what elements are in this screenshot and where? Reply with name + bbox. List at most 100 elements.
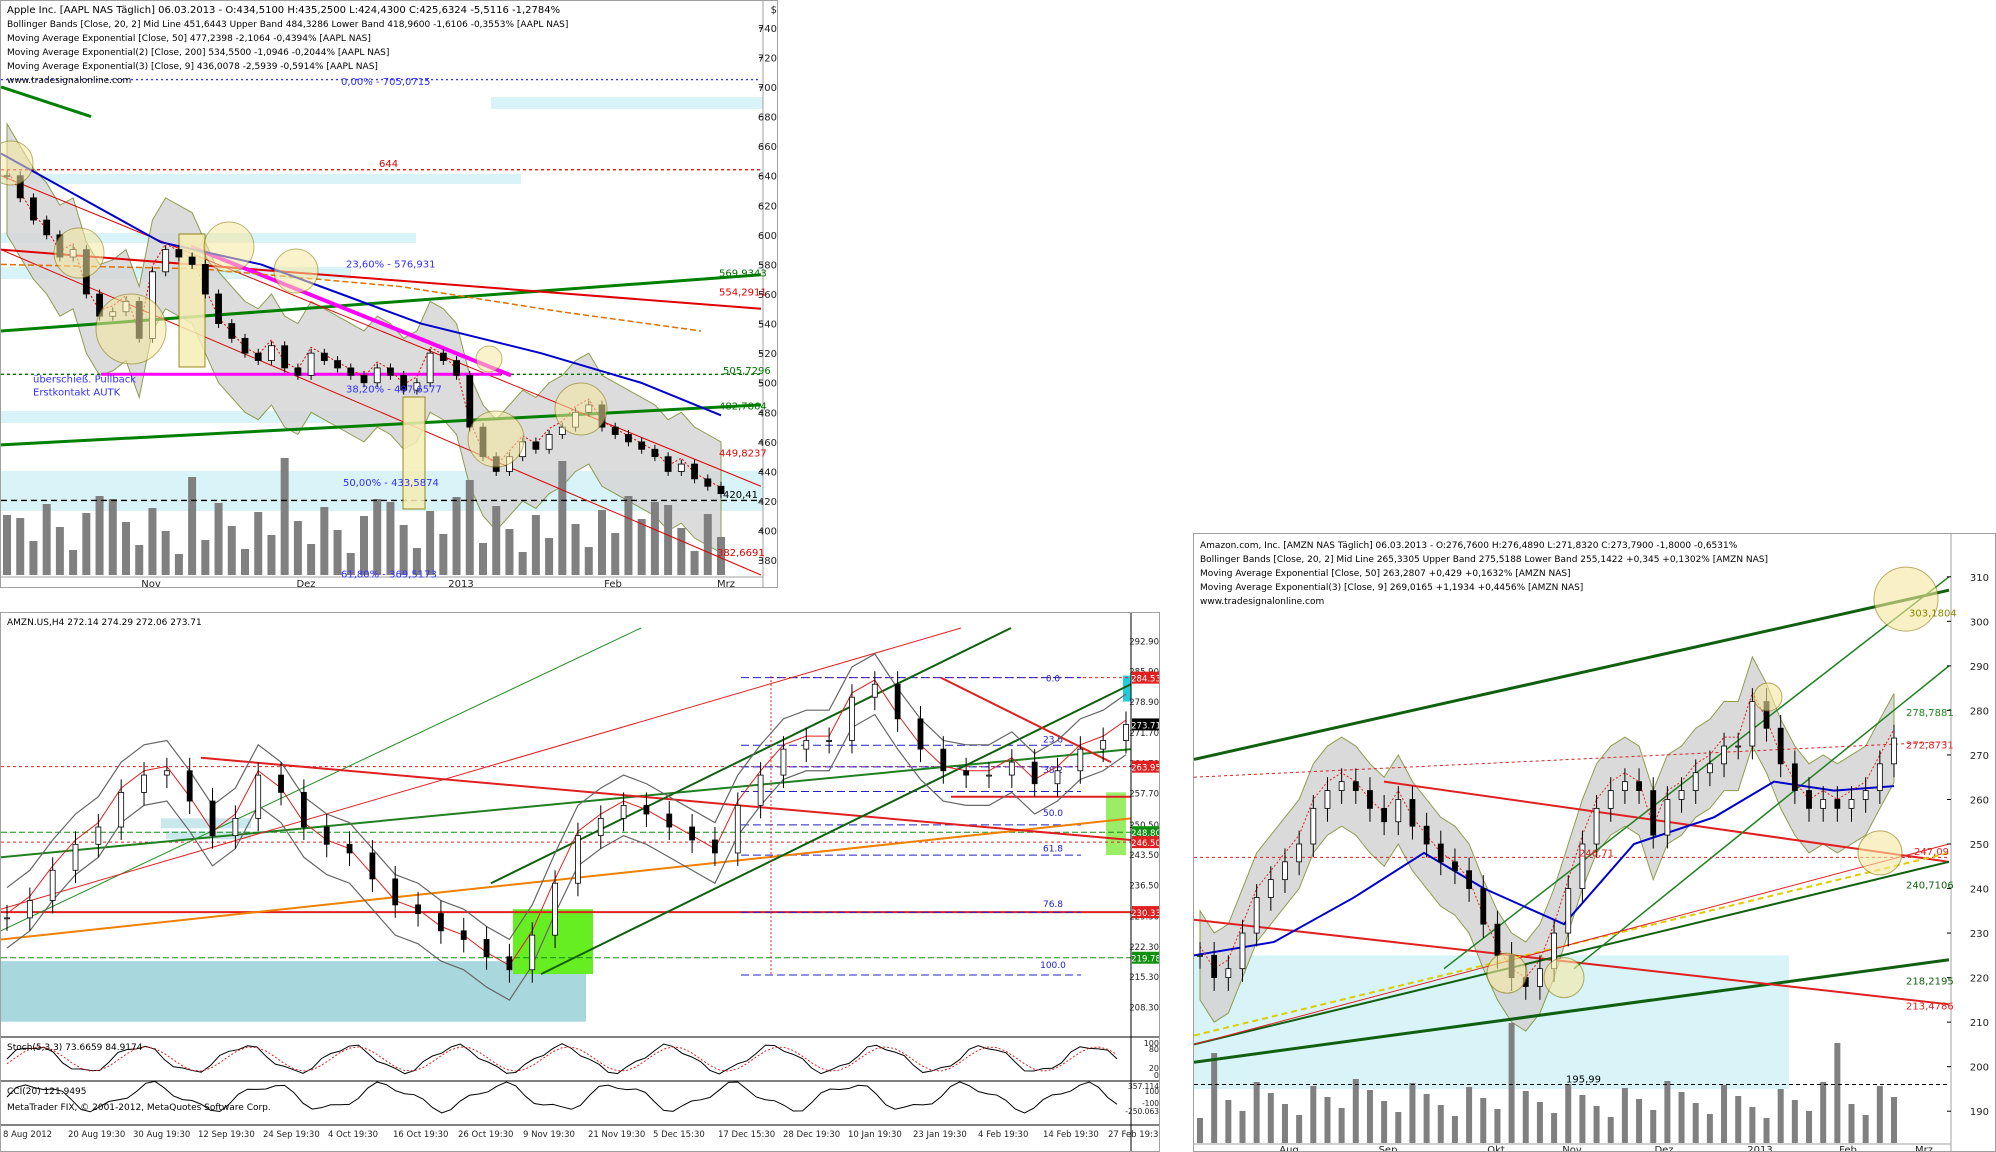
mt4-fib-label: 23.6 — [1043, 735, 1063, 745]
mt4-price-tag — [1132, 906, 1159, 919]
mt4-price-tag-label: 246.50 — [1131, 839, 1160, 849]
amzn-ytick-label: 230 — [1970, 929, 1989, 940]
amzn-candle — [1834, 799, 1841, 809]
amzn-candle — [1721, 745, 1727, 765]
amzn-candle — [1409, 799, 1416, 827]
mt4-candle — [1123, 724, 1129, 741]
aapl-highlight-box — [178, 233, 206, 368]
mt4-cci-tick: 100 — [1145, 1087, 1160, 1096]
mt4-red-short-trendline — [940, 676, 1112, 764]
mt4-chart-panel[interactable]: 0.023.638.250.061.876.8100.0292.90285.90… — [0, 612, 1160, 1152]
amzn-volume-bar — [1494, 1109, 1501, 1143]
aapl-highlight-circle — [273, 248, 319, 294]
aapl-candle — [175, 249, 183, 258]
aapl-candle — [294, 367, 302, 376]
mt4-ytick-label: 271.70 — [1129, 729, 1159, 739]
mt4-ytick-label: 257.70 — [1129, 790, 1159, 800]
aapl-legend-ema9: Moving Average Exponential(3) [Close, 9]… — [7, 62, 378, 72]
amzn-candle — [1239, 932, 1246, 970]
amzn-candle — [1338, 781, 1345, 791]
amzn-volume-bar — [1862, 1115, 1869, 1143]
amzn-xtick-label: Aug — [1279, 1145, 1299, 1152]
aapl-candle — [254, 352, 262, 361]
mt4-candle — [346, 843, 353, 854]
aapl-candle — [677, 463, 685, 472]
mt4-candle — [506, 956, 513, 971]
aapl-ytick-label: 620 — [758, 201, 777, 212]
amzn-candle — [1891, 737, 1897, 765]
amzn-highlight-circle — [1873, 566, 1939, 632]
mt4-price-tag-label: 219.78 — [1131, 955, 1160, 965]
mt4-xtick-label: 12 Sep 19:30 — [198, 1130, 255, 1140]
amzn-candle — [1621, 781, 1628, 791]
mt4-candle — [300, 791, 307, 828]
mt4-fib-label: 76.8 — [1043, 900, 1063, 910]
aapl-candle — [611, 426, 619, 435]
amzn-chart-svg: 310 300 290 280 270 260 250 240 230 220 210 200 190 A… — [1194, 534, 1995, 1152]
amzn-volume-bar — [1777, 1089, 1784, 1143]
amzn-green-upper — [1194, 588, 1950, 761]
aapl-volume-bar — [505, 529, 514, 575]
amzn-bollinger-band — [1199, 655, 1895, 1032]
mt4-candle — [575, 835, 581, 884]
aapl-candle — [373, 367, 381, 384]
amzn-candle — [1381, 807, 1388, 823]
mt4-price-tag — [1132, 826, 1159, 839]
amzn-volume-bar — [1834, 1043, 1841, 1143]
amzn-xtick-label: Sep — [1379, 1145, 1398, 1152]
mt4-candle — [871, 683, 878, 698]
amzn-ytick-label: 310 — [1970, 573, 1989, 584]
amzn-candle — [1296, 843, 1303, 863]
aapl-volume-bar — [254, 512, 263, 575]
mt4-cci-tick: 357.114 — [1128, 1082, 1159, 1091]
aapl-volume-bar — [188, 477, 197, 575]
amzn-candle — [1197, 954, 1203, 957]
mt4-xtick-label: 30 Aug 19:30 — [133, 1130, 190, 1140]
aapl-volume-bar — [29, 541, 38, 575]
aapl-volume-bar — [241, 549, 249, 575]
aapl-legend-bollinger: Bollinger Bands [Close, 20, 2] Mid Line … — [7, 20, 568, 30]
aapl-watermark: www.tradesignalonline.com — [7, 76, 131, 86]
aapl-volume-bar — [135, 545, 144, 575]
amzn-chart-panel[interactable]: 310 300 290 280 270 260 250 240 230 220 210 200 190 A… — [1193, 533, 1996, 1152]
mt4-stoch-tick: 20 — [1149, 1064, 1159, 1073]
aapl-legend-ema200: Moving Average Exponential(2) [Close, 20… — [7, 48, 389, 58]
aapl-chart-panel[interactable]: 740 720 700 680 660 640 620 600 580 560 540 520 500 4… — [0, 0, 778, 588]
mt4-candle — [597, 817, 604, 837]
mt4-xtick-label: 17 Dec 15:30 — [718, 1130, 775, 1140]
mt4-xtick-label: 24 Sep 19:30 — [263, 1130, 320, 1140]
mt4-header: AMZN.US,H4 272.14 274.29 272.06 273.71 — [7, 618, 202, 628]
aapl-volume-bar — [214, 503, 223, 575]
amzn-volume-bar — [1735, 1096, 1742, 1143]
mt4-xtick-label: 16 Oct 19:30 — [393, 1130, 448, 1140]
aapl-highlight-box — [402, 396, 426, 510]
amzn-volume-bar — [1692, 1103, 1699, 1143]
aapl-highlight-circle — [95, 293, 167, 365]
amzn-candle — [1225, 968, 1232, 978]
aapl-volume-bar — [531, 515, 540, 575]
amzn-ytick-label: 250 — [1970, 840, 1989, 851]
aapl-ytick-label: 640 — [758, 172, 777, 183]
aapl-volume-bar — [174, 554, 183, 575]
amzn-volume-bar — [1437, 1105, 1444, 1143]
amzn-green-lower — [1194, 958, 1950, 1064]
mt4-candle — [552, 882, 558, 936]
amzn-candle — [1324, 790, 1331, 809]
amzn-volume-bar — [1791, 1100, 1798, 1143]
aapl-482-label: 482,7864 — [719, 401, 767, 412]
mt4-candle — [209, 800, 216, 837]
aapl-highlight-circle — [203, 221, 255, 273]
aapl-644-label: 644 — [379, 159, 398, 170]
amzn-candle — [1593, 807, 1600, 845]
amzn-candle — [1282, 861, 1288, 881]
mt4-fib-label: 50.0 — [1043, 809, 1063, 819]
aapl-volume-bar — [571, 524, 580, 575]
aapl-xtick-label: 2013 — [448, 579, 473, 588]
amzn-volume-bar — [1579, 1095, 1586, 1143]
amzn-272-label: 272,8731 — [1906, 740, 1954, 751]
amzn-volume-bar — [1451, 1116, 1458, 1143]
mt4-ytick-label: 243.50 — [1129, 851, 1159, 861]
aapl-volume-bar — [637, 519, 646, 575]
aapl-volume-bar — [465, 480, 474, 575]
aapl-volume-bar — [293, 521, 302, 575]
